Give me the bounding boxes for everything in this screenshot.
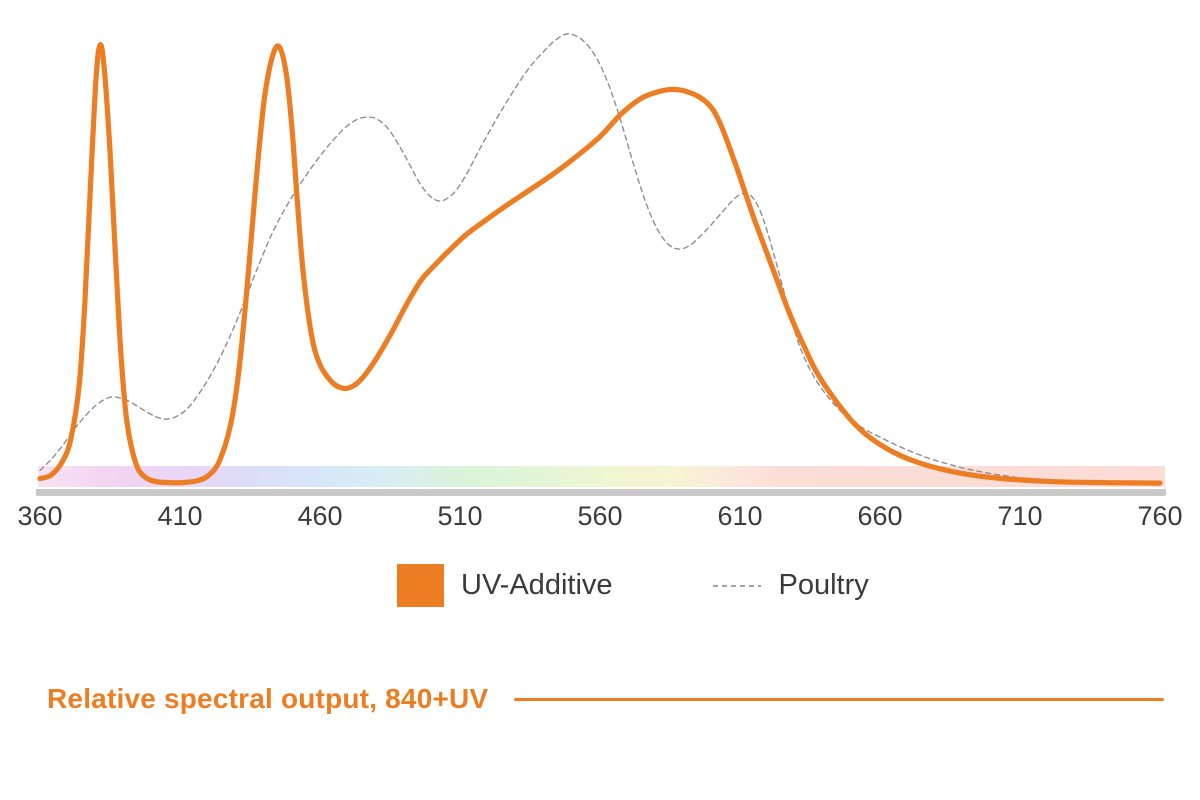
spectral-chart: 360 410 460 510 560 610 660 710 760 [17, 33, 1183, 531]
x-tick-label: 460 [297, 501, 342, 531]
x-tick-label: 760 [1137, 501, 1182, 531]
x-tick-label: 410 [157, 501, 202, 531]
x-tick-label: 610 [717, 501, 762, 531]
x-tick-label: 660 [857, 501, 902, 531]
poultry-dash-icon [712, 584, 761, 587]
x-tick-label: 510 [437, 501, 482, 531]
legend-label-uv-additive: UV-Additive [461, 569, 613, 601]
uv-additive-curve [37, 42, 1163, 486]
x-tick-label: 560 [577, 501, 622, 531]
poultry-curve [39, 33, 1161, 484]
uv-additive-swatch-icon [397, 564, 444, 607]
x-tick-label: 360 [17, 501, 62, 531]
title-rule [514, 697, 1164, 701]
legend-label-poultry: Poultry [778, 569, 869, 601]
x-axis-baseline [36, 489, 1166, 496]
legend: UV-Additive Poultry [397, 564, 869, 607]
x-axis-ticks: 360 410 460 510 560 610 660 710 760 [17, 501, 1182, 531]
chart-title: Relative spectral output, 840+UV [47, 683, 489, 714]
spectrum-bar [38, 466, 1165, 487]
x-tick-label: 710 [997, 501, 1042, 531]
chart-title-bar: Relative spectral output, 840+UV [47, 683, 1164, 715]
